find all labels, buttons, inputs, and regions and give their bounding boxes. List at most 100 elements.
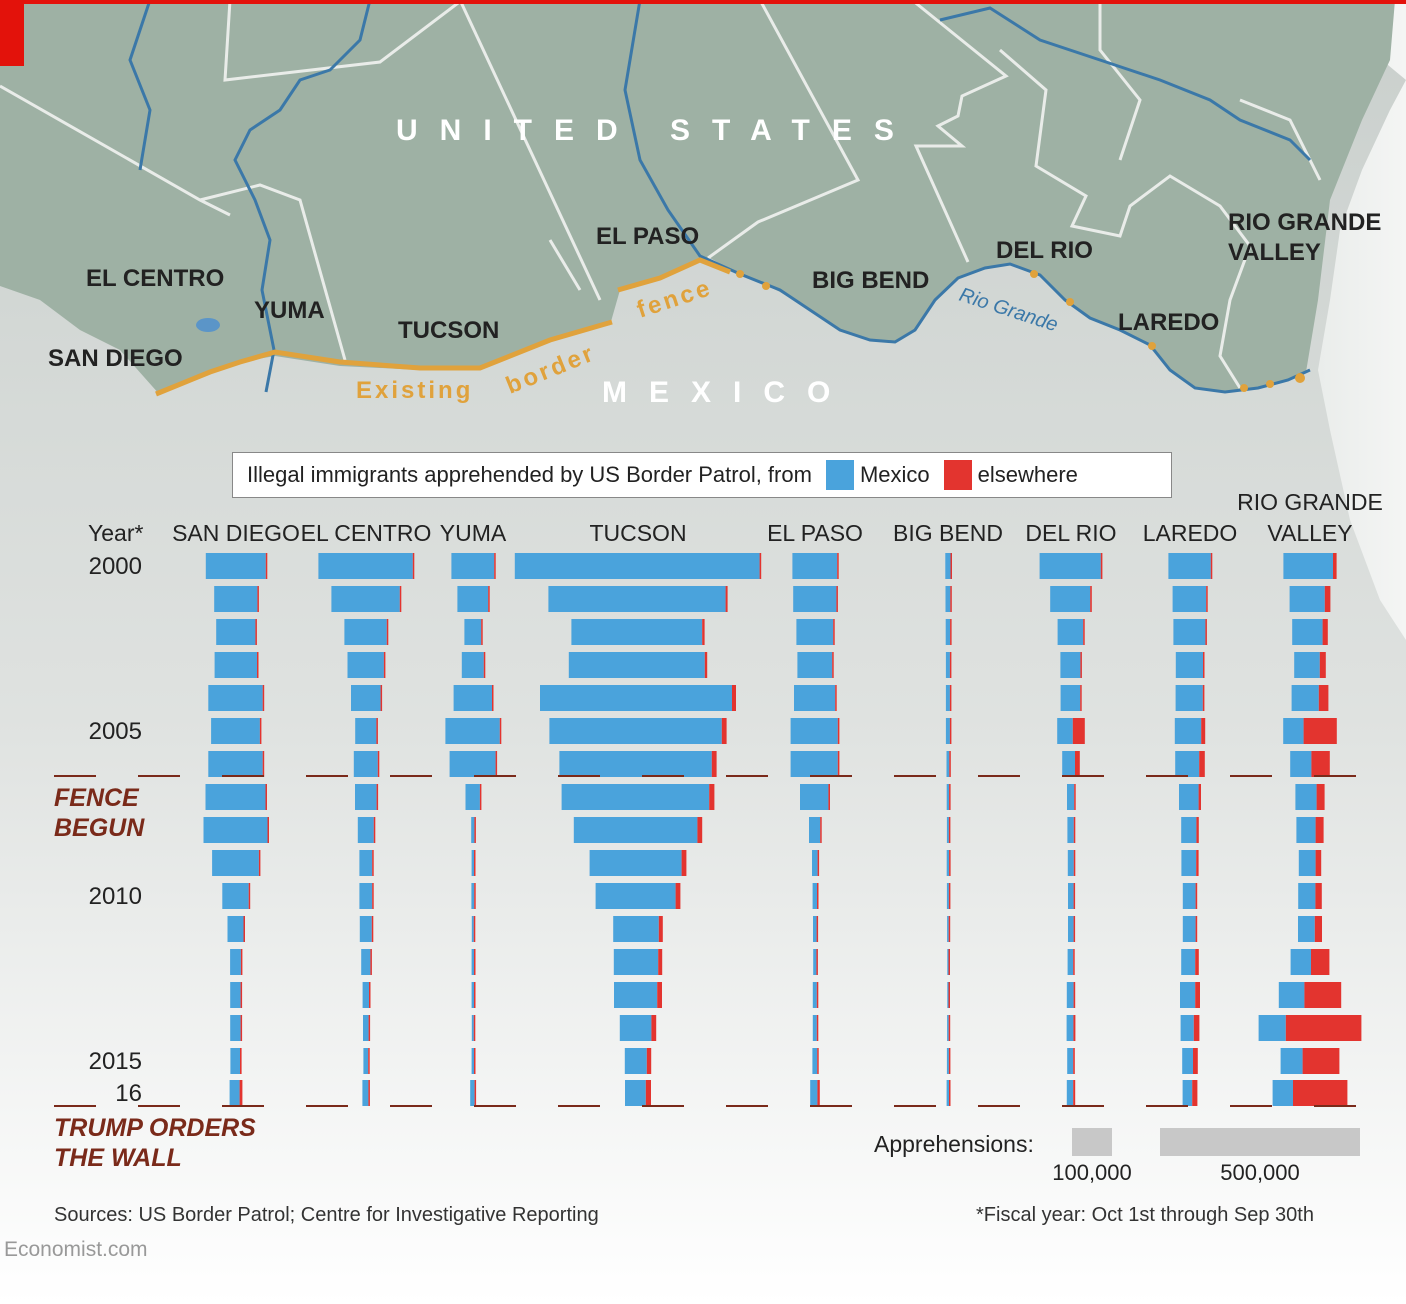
bar-big-bend-2003-mexico bbox=[945, 652, 950, 678]
bar-rio-grande-valley-2011-elsewhere bbox=[1314, 916, 1322, 942]
bar-el-paso-2008-elsewhere bbox=[820, 817, 822, 843]
bar-rio-grande-valley-2015-elsewhere bbox=[1302, 1048, 1340, 1074]
existing-fence-line bbox=[155, 257, 731, 397]
bar-big-bend-2009-mexico bbox=[946, 850, 950, 876]
map-label-rio-grande-valley-1: RIO GRANDE bbox=[1228, 209, 1381, 236]
bar-big-bend-2011-mexico bbox=[947, 916, 949, 942]
bar-san-diego-2014-mexico bbox=[230, 1015, 241, 1041]
fiscal-year-footnote: *Fiscal year: Oct 1st through Sep 30th bbox=[976, 1204, 1314, 1226]
bar-big-bend-2004-mexico bbox=[945, 685, 950, 711]
bar-laredo-2012-elsewhere bbox=[1195, 949, 1199, 975]
bar-del-rio-2015-mexico bbox=[1067, 1048, 1074, 1074]
series-tucson bbox=[514, 553, 762, 1106]
bar-el-paso-2000-mexico bbox=[792, 553, 838, 579]
bar-el-paso-2014-elsewhere bbox=[816, 1015, 819, 1041]
scale-bar-500000 bbox=[1160, 1128, 1360, 1156]
bar-el-centro-2016-mexico bbox=[362, 1080, 369, 1106]
bar-san-diego-2010-elsewhere bbox=[248, 883, 251, 909]
bar-el-centro-2015-elsewhere bbox=[368, 1048, 370, 1074]
bar-big-bend-2000-elsewhere bbox=[950, 553, 952, 579]
fence-label-existing: Existing bbox=[356, 377, 473, 404]
bar-yuma-2011-elsewhere bbox=[473, 916, 476, 942]
bar-rio-grande-valley-2001-elsewhere bbox=[1324, 586, 1331, 612]
bar-el-paso-2003-mexico bbox=[797, 652, 833, 678]
bar-del-rio-2004-elsewhere bbox=[1080, 685, 1082, 711]
bar-del-rio-2001-elsewhere bbox=[1090, 586, 1092, 612]
bar-san-diego-2011-elsewhere bbox=[243, 916, 245, 942]
bar-rio-grande-valley-2009-elsewhere bbox=[1315, 850, 1322, 876]
bar-big-bend-2014-elsewhere bbox=[948, 1015, 951, 1041]
bar-laredo-2002-elsewhere bbox=[1205, 619, 1207, 645]
bar-san-diego-2001-elsewhere bbox=[257, 586, 259, 612]
bar-el-centro-2007-mexico bbox=[355, 784, 377, 810]
bar-laredo-2004-mexico bbox=[1175, 685, 1203, 711]
scale-value-500000: 500,000 bbox=[1220, 1160, 1300, 1185]
map-label-rio-grande-valley-2: VALLEY bbox=[1228, 239, 1321, 266]
bar-yuma-2005-mexico bbox=[445, 718, 500, 744]
bar-yuma-2010-mexico bbox=[471, 883, 475, 909]
bar-rio-grande-valley-2000-elsewhere bbox=[1333, 553, 1337, 579]
bar-yuma-2000-mexico bbox=[451, 553, 495, 579]
bar-el-paso-2016-elsewhere bbox=[817, 1080, 820, 1106]
series-el-centro bbox=[318, 553, 415, 1106]
bar-laredo-2005-elsewhere bbox=[1201, 718, 1206, 744]
bar-san-diego-2000-mexico bbox=[205, 553, 266, 579]
bar-del-rio-2005-mexico bbox=[1057, 718, 1073, 744]
bar-san-diego-2015-elsewhere bbox=[240, 1048, 242, 1074]
bar-yuma-2004-elsewhere bbox=[492, 685, 494, 711]
bar-san-diego-2003-elsewhere bbox=[257, 652, 259, 678]
bar-yuma-2013-mexico bbox=[471, 982, 474, 1008]
bar-laredo-2013-elsewhere bbox=[1195, 982, 1200, 1008]
bar-tucson-2000-mexico bbox=[514, 553, 760, 579]
bar-del-rio-2012-elsewhere bbox=[1073, 949, 1075, 975]
bar-tucson-2016-mexico bbox=[625, 1080, 646, 1106]
bar-el-centro-2004-mexico bbox=[351, 685, 381, 711]
bar-yuma-2006-mexico bbox=[449, 751, 496, 777]
bar-del-rio-2016-elsewhere bbox=[1073, 1080, 1076, 1106]
bar-big-bend-2001-elsewhere bbox=[950, 586, 952, 612]
bar-el-paso-2002-elsewhere bbox=[833, 619, 835, 645]
bar-tucson-2005-mexico bbox=[549, 718, 722, 744]
scale-bar-100000 bbox=[1072, 1128, 1112, 1156]
bar-san-diego-2007-mexico bbox=[205, 784, 266, 810]
bar-san-diego-2013-elsewhere bbox=[240, 982, 243, 1008]
bar-el-centro-2004-elsewhere bbox=[380, 685, 383, 711]
bar-tucson-2013-mexico bbox=[614, 982, 658, 1008]
bar-rio-grande-valley-2010-mexico bbox=[1298, 883, 1316, 909]
bar-el-paso-2010-mexico bbox=[812, 883, 817, 909]
bar-yuma-2016-mexico bbox=[470, 1080, 475, 1106]
bar-del-rio-2000-elsewhere bbox=[1100, 553, 1103, 579]
bar-el-centro-2012-elsewhere bbox=[370, 949, 372, 975]
bar-yuma-2015-elsewhere bbox=[474, 1048, 476, 1074]
bar-tucson-2009-elsewhere bbox=[681, 850, 687, 876]
bar-el-paso-2004-mexico bbox=[794, 685, 836, 711]
bar-yuma-2002-mexico bbox=[464, 619, 482, 645]
bar-del-rio-2013-elsewhere bbox=[1073, 982, 1076, 1008]
bar-el-paso-2001-elsewhere bbox=[836, 586, 838, 612]
bar-san-diego-2002-elsewhere bbox=[255, 619, 257, 645]
legend: Illegal immigrants apprehended by US Bor… bbox=[232, 452, 1172, 498]
brand-rule bbox=[0, 0, 1406, 4]
bar-rio-grande-valley-2003-mexico bbox=[1294, 652, 1320, 678]
year-axis-title: Year* bbox=[88, 520, 143, 546]
bar-tucson-2010-mexico bbox=[595, 883, 676, 909]
bar-yuma-2007-mexico bbox=[465, 784, 480, 810]
bar-el-centro-2005-elsewhere bbox=[376, 718, 378, 744]
bar-tucson-2007-elsewhere bbox=[709, 784, 715, 810]
bar-big-bend-2007-elsewhere bbox=[949, 784, 951, 810]
bar-san-diego-2012-mexico bbox=[230, 949, 241, 975]
bar-yuma-2003-elsewhere bbox=[483, 652, 486, 678]
bar-yuma-2001-elsewhere bbox=[488, 586, 490, 612]
bar-del-rio-2005-elsewhere bbox=[1072, 718, 1085, 744]
bar-rio-grande-valley-2003-elsewhere bbox=[1319, 652, 1326, 678]
series-laredo bbox=[1168, 553, 1213, 1106]
bar-el-paso-2007-elsewhere bbox=[828, 784, 830, 810]
bar-el-paso-2013-elsewhere bbox=[816, 982, 819, 1008]
map-label-laredo: LAREDO bbox=[1118, 309, 1219, 336]
bar-laredo-2007-elsewhere bbox=[1198, 784, 1201, 810]
bar-el-paso-2009-mexico bbox=[812, 850, 818, 876]
bar-tucson-2012-elsewhere bbox=[658, 949, 663, 975]
bar-san-diego-2008-mexico bbox=[203, 817, 268, 843]
series-yuma bbox=[445, 553, 502, 1106]
